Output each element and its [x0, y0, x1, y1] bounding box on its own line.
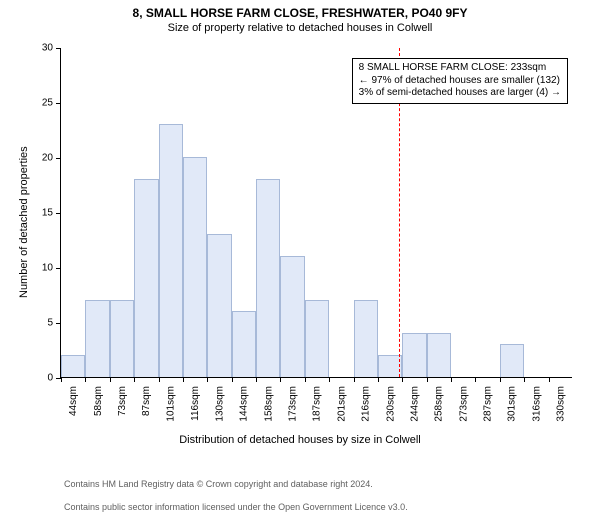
x-tick — [500, 377, 501, 382]
histogram-bar — [207, 234, 231, 377]
chart-subtitle: Size of property relative to detached ho… — [0, 22, 600, 34]
x-tick-label: 330sqm — [556, 386, 567, 422]
annotation-line3: 3% of semi-detached houses are larger (4… — [359, 87, 561, 100]
x-tick-label: 116sqm — [190, 386, 201, 421]
x-tick-label: 101sqm — [166, 386, 177, 422]
x-tick — [451, 377, 452, 382]
x-tick — [159, 377, 160, 382]
x-tick-label: 144sqm — [239, 386, 250, 422]
x-tick-label: 158sqm — [263, 386, 274, 422]
x-tick-label: 58sqm — [93, 386, 104, 416]
histogram-bar — [402, 333, 426, 377]
histogram-bar — [280, 256, 304, 377]
x-tick — [134, 377, 135, 382]
x-tick — [256, 377, 257, 382]
x-tick-label: 216sqm — [361, 386, 372, 422]
x-tick-label: 173sqm — [288, 386, 299, 422]
x-tick-label: 258sqm — [434, 386, 445, 422]
chart-title: 8, SMALL HORSE FARM CLOSE, FRESHWATER, P… — [0, 6, 600, 20]
y-tick-label: 25 — [42, 98, 61, 109]
x-tick — [524, 377, 525, 382]
histogram-bar — [500, 344, 524, 377]
x-tick — [61, 377, 62, 382]
y-tick-label: 10 — [42, 263, 61, 274]
footer-line1: Contains HM Land Registry data © Crown c… — [64, 479, 408, 490]
x-tick-label: 273sqm — [458, 386, 469, 422]
x-tick — [329, 377, 330, 382]
x-tick — [232, 377, 233, 382]
x-tick — [354, 377, 355, 382]
footer-line2: Contains public sector information licen… — [64, 502, 408, 513]
y-axis-label: Number of detached properties — [18, 146, 30, 298]
annotation-line1: 8 SMALL HORSE FARM CLOSE: 233sqm — [359, 62, 561, 75]
footer-attribution: Contains HM Land Registry data © Crown c… — [64, 468, 408, 524]
x-tick — [305, 377, 306, 382]
histogram-bar — [159, 124, 183, 377]
x-tick-label: 301sqm — [507, 386, 518, 422]
histogram-chart: 8, SMALL HORSE FARM CLOSE, FRESHWATER, P… — [0, 0, 600, 500]
x-tick — [110, 377, 111, 382]
histogram-bar — [305, 300, 329, 377]
x-tick-label: 316sqm — [531, 386, 542, 422]
histogram-bar — [85, 300, 109, 377]
x-tick-label: 44sqm — [68, 386, 79, 416]
y-tick-label: 5 — [47, 318, 61, 329]
x-tick — [549, 377, 550, 382]
x-tick — [85, 377, 86, 382]
y-tick-label: 30 — [42, 43, 61, 54]
annotation-box: 8 SMALL HORSE FARM CLOSE: 233sqm ← 97% o… — [352, 58, 568, 104]
x-tick-label: 244sqm — [410, 386, 421, 422]
x-tick — [402, 377, 403, 382]
histogram-bar — [110, 300, 134, 377]
histogram-bar — [183, 157, 207, 377]
y-tick-label: 0 — [47, 373, 61, 384]
x-tick-label: 87sqm — [141, 386, 152, 416]
histogram-bar — [61, 355, 85, 377]
x-tick-label: 187sqm — [312, 386, 323, 422]
x-axis-label: Distribution of detached houses by size … — [0, 434, 600, 446]
histogram-bar — [256, 179, 280, 377]
x-tick — [378, 377, 379, 382]
histogram-bar — [354, 300, 378, 377]
x-tick-label: 201sqm — [336, 386, 347, 422]
x-tick-label: 287sqm — [483, 386, 494, 422]
x-tick — [207, 377, 208, 382]
x-tick — [183, 377, 184, 382]
x-tick — [475, 377, 476, 382]
histogram-bar — [134, 179, 158, 377]
histogram-bar — [232, 311, 256, 377]
x-tick-label: 73sqm — [117, 386, 128, 416]
y-tick-label: 20 — [42, 153, 61, 164]
annotation-line2: ← 97% of detached houses are smaller (13… — [359, 75, 561, 88]
x-tick — [280, 377, 281, 382]
y-tick-label: 15 — [42, 208, 61, 219]
x-tick-label: 230sqm — [385, 386, 396, 422]
x-tick — [427, 377, 428, 382]
histogram-bar — [427, 333, 451, 377]
x-tick-label: 130sqm — [214, 386, 225, 422]
